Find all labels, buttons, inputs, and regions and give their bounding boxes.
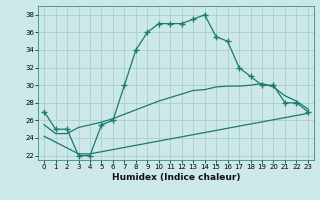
X-axis label: Humidex (Indice chaleur): Humidex (Indice chaleur) (112, 173, 240, 182)
